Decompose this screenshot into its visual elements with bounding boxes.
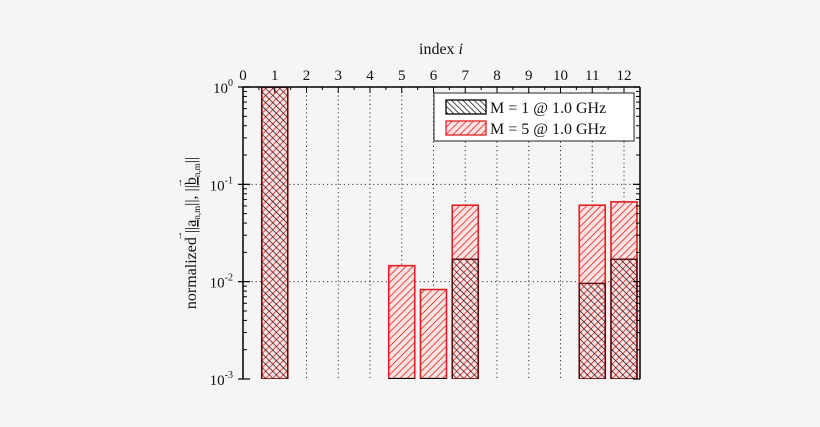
bar-m1 xyxy=(578,282,606,379)
bar-m1 xyxy=(610,258,638,379)
bar-m5 xyxy=(387,264,416,379)
x-tick-label: 9 xyxy=(525,68,533,84)
gridlines xyxy=(243,87,640,379)
bars xyxy=(260,87,638,379)
x-tick-label: 0 xyxy=(239,68,247,84)
legend: M = 1 @ 1.0 GHz M = 5 @ 1.0 GHz xyxy=(433,92,635,142)
x-tick-label: 8 xyxy=(493,68,501,84)
y-tick-label: 100 xyxy=(213,78,233,97)
x-tick-label: 3 xyxy=(335,68,343,84)
x-tick-label: 1 xyxy=(271,68,279,84)
y-axis-label: normalized ||an,m||, ||bn,m||→ → xyxy=(174,157,202,309)
x-tick-label: 10 xyxy=(553,68,568,84)
bar-m5 xyxy=(419,288,448,379)
legend-swatch-m1 xyxy=(445,99,487,115)
bar-m1 xyxy=(451,258,479,379)
x-axis-label: index i xyxy=(419,41,463,58)
axes xyxy=(242,86,641,379)
bar-m1 xyxy=(261,87,289,379)
y-tick-label: 10-2 xyxy=(210,273,233,292)
x-tick-label: 7 xyxy=(462,68,470,84)
x-tick-label: 4 xyxy=(366,68,374,84)
svg-text:→: → xyxy=(174,231,185,241)
legend-label-m1: M = 1 @ 1.0 GHz xyxy=(490,100,606,117)
x-tick-label: 5 xyxy=(398,68,406,84)
svg-text:normalized ||an,m||, ||bn,m||: normalized ||an,m||, ||bn,m|| xyxy=(183,157,202,309)
y-tick-label: 10-1 xyxy=(210,175,233,194)
axis-labels: index i normalized ||an,m||, ||bn,m||→ → xyxy=(174,41,463,309)
svg-text:→: → xyxy=(174,178,185,188)
x-tick-label: 11 xyxy=(585,68,599,84)
x-tick-label: 6 xyxy=(430,68,438,84)
x-tick-label: 2 xyxy=(303,68,311,84)
y-tick-label: 10-3 xyxy=(210,370,233,389)
legend-swatch-m5 xyxy=(445,120,487,136)
x-tick-label: 12 xyxy=(617,68,632,84)
legend-label-m5: M = 5 @ 1.0 GHz xyxy=(490,121,606,138)
